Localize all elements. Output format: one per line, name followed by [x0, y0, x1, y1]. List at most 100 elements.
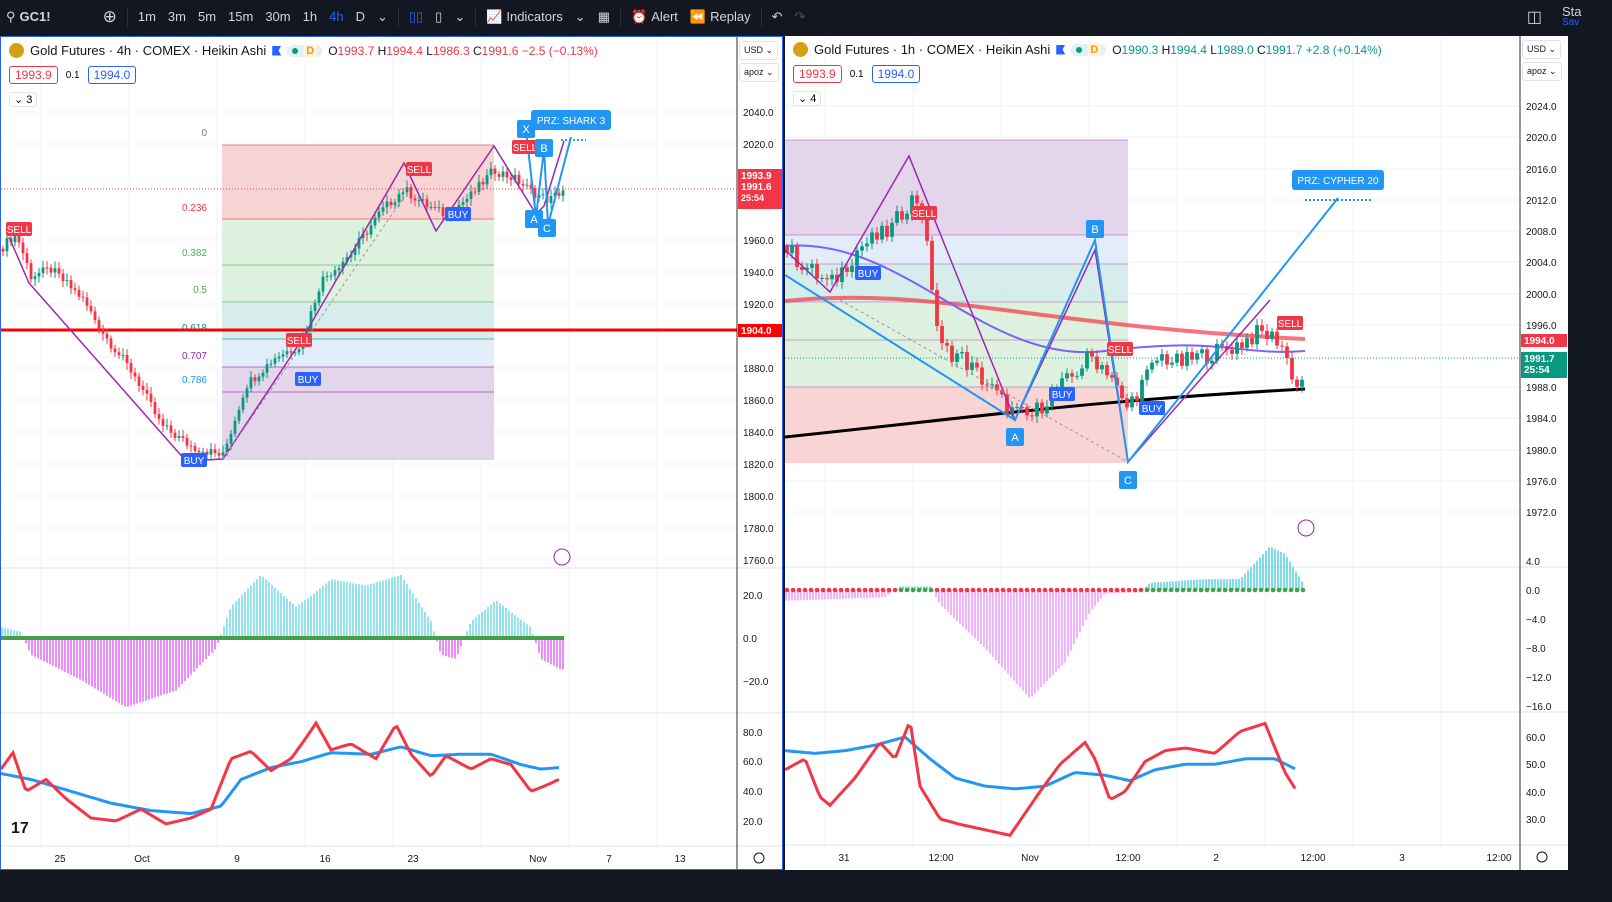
candle: [157, 414, 161, 419]
buy-price-button[interactable]: 1994.0: [871, 65, 921, 83]
candle: [129, 362, 133, 373]
sell-price-button[interactable]: 1993.9: [9, 66, 58, 84]
price-tick-label: 1996.0: [1526, 321, 1557, 332]
chart-legend: Gold Futures · 4h · COMEX · Heikin Ashi …: [9, 43, 598, 58]
chart-type-chevron-icon[interactable]: ⌄: [454, 8, 466, 24]
interval-D[interactable]: D: [355, 9, 365, 24]
price-badge-text: 25:54: [1524, 365, 1550, 376]
candle: [49, 267, 53, 273]
replay-button[interactable]: ⏪ Replay: [689, 8, 751, 25]
time-tick-label: 9: [234, 854, 240, 865]
candle: [417, 200, 421, 202]
price-tick-label: 2008.0: [1526, 227, 1557, 238]
interval-1h[interactable]: 1h: [302, 9, 318, 24]
interval-dropdown-chevron-icon[interactable]: ⌄: [376, 8, 388, 24]
symbol-search[interactable]: ⚲ GC1!: [6, 8, 51, 25]
save-area[interactable]: Sta Sav: [1562, 3, 1582, 28]
signal-tag-sell: SELL: [1277, 316, 1303, 330]
interval-15m[interactable]: 15m: [228, 9, 254, 24]
macd-signal-dot: [928, 587, 934, 593]
currency-select[interactable]: USD ⌄: [1522, 40, 1562, 59]
macd-signal-dot: [916, 587, 922, 593]
candle: [293, 352, 297, 354]
candle: [1200, 349, 1204, 354]
candle: [1105, 364, 1109, 376]
price-tick-label: 2000.0: [1526, 290, 1557, 301]
alert-button[interactable]: ⏰ Alert: [631, 8, 678, 25]
macd-signal-dot: [1156, 587, 1162, 593]
macd-signal-dot: [934, 587, 940, 593]
time-tick-label: 12:00: [1115, 853, 1140, 864]
candle: [217, 452, 221, 456]
interval-30m[interactable]: 30m: [265, 9, 291, 24]
candle: [1250, 338, 1254, 345]
redo-icon[interactable]: ↷: [794, 8, 806, 24]
gold-logo-icon: [793, 42, 808, 57]
layout-templates-icon[interactable]: ▦: [597, 8, 610, 24]
buy-price-button[interactable]: 1994.0: [87, 66, 137, 84]
price-tick-label: 2040.0: [743, 108, 774, 119]
indicators-toggle[interactable]: ⌄ 4: [793, 91, 822, 106]
signal-tag-bg: [286, 333, 312, 347]
undo-icon[interactable]: ↶: [771, 8, 783, 24]
macd-signal-dot: [1054, 587, 1060, 593]
interval-3m[interactable]: 3m: [167, 9, 186, 24]
pattern-point-bg: [1119, 471, 1137, 489]
macd-signal-dot: [1132, 587, 1138, 593]
unit-select[interactable]: apoz ⌄: [1522, 62, 1562, 81]
trend-dashed-line: [222, 196, 405, 460]
macd-signal-dot: [1114, 587, 1120, 593]
candle: [29, 263, 33, 280]
macd-signal-dot: [1198, 587, 1204, 593]
chart-legend: Gold Futures · 1h · COMEX · Heikin Ashi …: [793, 42, 1382, 57]
candle: [341, 261, 345, 269]
candle: [41, 267, 45, 273]
bars-icon[interactable]: ▯: [435, 8, 443, 24]
candle: [161, 418, 165, 426]
symbol-title[interactable]: Gold Futures · 1h · COMEX · Heikin Ashi: [814, 42, 1051, 57]
candle: [541, 194, 545, 196]
interval-4h[interactable]: 4h: [329, 9, 344, 24]
candle: [361, 233, 365, 239]
delayed-badge-icon: D: [1087, 43, 1102, 56]
candle: [970, 362, 974, 370]
fib-zone: [222, 367, 494, 460]
interval-1m[interactable]: 1m: [137, 9, 156, 24]
flag-icon[interactable]: [272, 45, 282, 56]
candle: [405, 187, 409, 193]
layout-split-icon[interactable]: ◫: [1526, 8, 1542, 26]
moving-average-red: [785, 295, 1306, 341]
candle: [900, 211, 904, 220]
candle: [389, 201, 393, 206]
candle: [221, 452, 225, 456]
candle: [297, 348, 301, 353]
fib-level-label: 0: [201, 128, 207, 139]
candle: [69, 279, 73, 289]
macd-signal-dot: [994, 587, 1000, 593]
symbol-title[interactable]: Gold Futures · 4h · COMEX · Heikin Ashi: [30, 43, 267, 58]
unit-select[interactable]: apoz ⌄: [739, 63, 779, 82]
currency-select[interactable]: USD ⌄: [739, 41, 779, 60]
signal-tag-sell: SELL: [911, 206, 937, 220]
signal-tag-buy: BUY: [445, 207, 471, 221]
rsi-slow-line: [785, 735, 1296, 791]
candle: [465, 198, 469, 203]
settings-gear-icon[interactable]: [753, 852, 765, 864]
candle: [561, 190, 565, 196]
macd-signal-dot: [1246, 587, 1252, 593]
interval-5m[interactable]: 5m: [197, 9, 217, 24]
sell-price-button[interactable]: 1993.9: [793, 65, 842, 83]
candle: [353, 248, 357, 255]
add-symbol-button[interactable]: ⊕: [97, 7, 123, 27]
candle: [1035, 402, 1039, 417]
indicators-chevron-icon[interactable]: ⌄: [574, 8, 586, 24]
candle: [37, 272, 41, 277]
flag-icon[interactable]: [1056, 44, 1066, 55]
candle: [1275, 331, 1279, 346]
chart-pane-1h[interactable]: 2024.0 2020.0 2016.0 2012.0 2008.0 2004.0 2000…: [785, 36, 1568, 870]
candles-icon[interactable]: ▯▯: [408, 8, 424, 24]
indicators-button[interactable]: 📈 Indicators: [486, 8, 563, 25]
indicators-toggle[interactable]: ⌄ 3: [9, 92, 38, 107]
settings-gear-icon[interactable]: [1536, 851, 1548, 863]
chart-pane-4h[interactable]: 00.2360.3820.50.6180.7070.7862040.02020.…: [0, 36, 783, 870]
